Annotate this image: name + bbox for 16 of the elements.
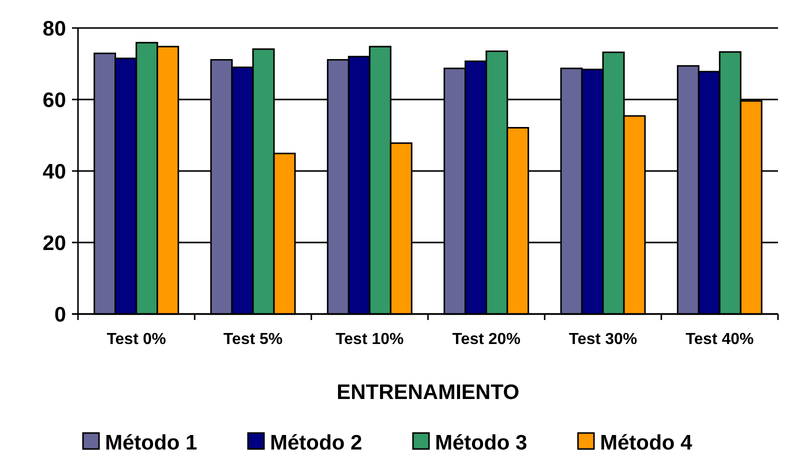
y-tick-label: 80 — [42, 17, 66, 40]
legend-label: Método 2 — [270, 431, 362, 454]
x-tick-label: Test 0% — [106, 331, 166, 348]
y-tick-label: 0 — [54, 303, 66, 326]
legend-label: Método 3 — [435, 431, 528, 454]
y-tick-label: 20 — [42, 232, 66, 255]
x-tick-label: Test 30% — [568, 331, 638, 348]
y-tick-label: 40 — [42, 160, 66, 184]
x-tick-label: Test 5% — [223, 331, 283, 348]
x-tick-label: Test 40% — [686, 331, 754, 348]
x-tick-label: Test 20% — [452, 331, 520, 348]
x-tick-label: Test 10% — [336, 331, 404, 348]
legend-label: Método 4 — [600, 431, 692, 454]
x-axis-title: ENTRENAMIENTO — [336, 381, 520, 404]
y-tick-label: 60 — [42, 88, 66, 112]
legend-label: Método 1 — [105, 431, 198, 454]
